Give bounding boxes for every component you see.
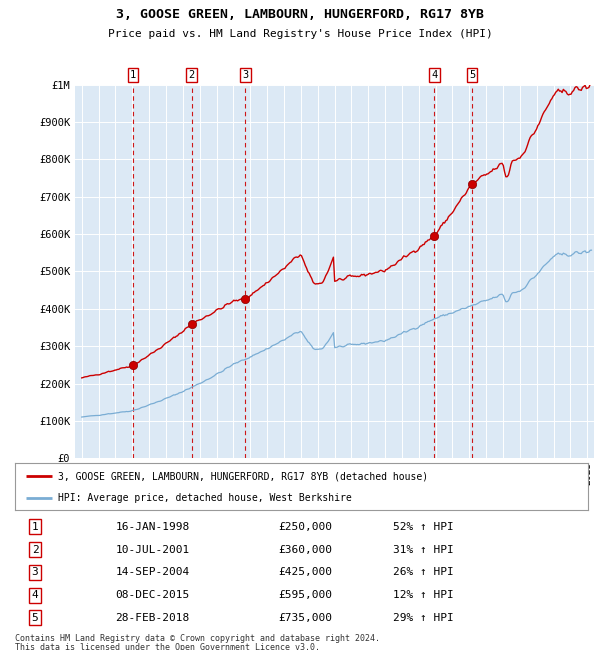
Text: 5: 5 <box>469 70 475 80</box>
Text: This data is licensed under the Open Government Licence v3.0.: This data is licensed under the Open Gov… <box>15 644 320 650</box>
Text: 2: 2 <box>32 545 38 554</box>
Text: £425,000: £425,000 <box>278 567 332 577</box>
Text: 16-JAN-1998: 16-JAN-1998 <box>115 522 190 532</box>
Text: 2: 2 <box>188 70 195 80</box>
Text: 1: 1 <box>130 70 136 80</box>
Text: 4: 4 <box>431 70 437 80</box>
Text: £360,000: £360,000 <box>278 545 332 554</box>
Text: 08-DEC-2015: 08-DEC-2015 <box>115 590 190 600</box>
Text: 52% ↑ HPI: 52% ↑ HPI <box>393 522 454 532</box>
Text: 14-SEP-2004: 14-SEP-2004 <box>115 567 190 577</box>
Text: 12% ↑ HPI: 12% ↑ HPI <box>393 590 454 600</box>
Text: 31% ↑ HPI: 31% ↑ HPI <box>393 545 454 554</box>
Text: 5: 5 <box>32 613 38 623</box>
Text: 4: 4 <box>32 590 38 600</box>
Text: 26% ↑ HPI: 26% ↑ HPI <box>393 567 454 577</box>
Text: Contains HM Land Registry data © Crown copyright and database right 2024.: Contains HM Land Registry data © Crown c… <box>15 634 380 643</box>
Text: 1: 1 <box>32 522 38 532</box>
Text: 28-FEB-2018: 28-FEB-2018 <box>115 613 190 623</box>
Text: HPI: Average price, detached house, West Berkshire: HPI: Average price, detached house, West… <box>58 493 352 502</box>
Text: £595,000: £595,000 <box>278 590 332 600</box>
Text: 29% ↑ HPI: 29% ↑ HPI <box>393 613 454 623</box>
Text: 3: 3 <box>242 70 248 80</box>
Text: 3, GOOSE GREEN, LAMBOURN, HUNGERFORD, RG17 8YB: 3, GOOSE GREEN, LAMBOURN, HUNGERFORD, RG… <box>116 8 484 21</box>
Text: 3, GOOSE GREEN, LAMBOURN, HUNGERFORD, RG17 8YB (detached house): 3, GOOSE GREEN, LAMBOURN, HUNGERFORD, RG… <box>58 471 428 481</box>
Text: £735,000: £735,000 <box>278 613 332 623</box>
Text: £250,000: £250,000 <box>278 522 332 532</box>
Text: Price paid vs. HM Land Registry's House Price Index (HPI): Price paid vs. HM Land Registry's House … <box>107 29 493 38</box>
Text: 10-JUL-2001: 10-JUL-2001 <box>115 545 190 554</box>
Text: 3: 3 <box>32 567 38 577</box>
